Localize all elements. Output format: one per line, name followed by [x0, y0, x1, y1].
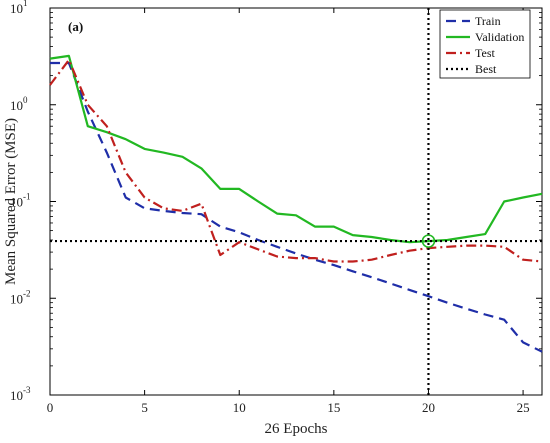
- y-tick-base: 10: [10, 1, 23, 16]
- y-tick-label: 100: [10, 95, 28, 113]
- series-test-line: [49, 58, 543, 263]
- y-tick-base: 10: [10, 195, 23, 210]
- panel-label: (a): [68, 19, 83, 34]
- legend-entries: Train Validation Test Best: [446, 14, 524, 76]
- y-tick-exponent: -3: [23, 385, 31, 395]
- y-tick-base: 10: [10, 388, 23, 403]
- legend-best-label: Best: [475, 62, 497, 76]
- legend-validation-label: Validation: [475, 30, 524, 44]
- y-tick-base: 10: [10, 291, 23, 306]
- x-tick-label: 0: [47, 400, 54, 415]
- x-axis-ticks: 0 5 10 15 20 25: [47, 8, 530, 415]
- series-validation-line: [49, 54, 543, 244]
- x-tick-label: 15: [327, 400, 340, 415]
- best-point-marker: [421, 234, 436, 248]
- y-tick-label: 10-2: [10, 288, 31, 306]
- y-tick-exponent: 0: [23, 95, 28, 105]
- y-tick-label: 101: [10, 0, 28, 16]
- x-tick-label: 5: [141, 400, 148, 415]
- y-tick-exponent: 1: [23, 0, 28, 8]
- y-axis-label: Mean Squared Error (MSE): [3, 118, 19, 285]
- series-layer: [49, 54, 543, 353]
- x-axis-label: 26 Epochs: [265, 421, 328, 437]
- best-markers: [50, 8, 542, 395]
- y-tick-label: 10-3: [10, 385, 31, 403]
- legend-train-label: Train: [475, 14, 501, 28]
- legend: Train Validation Test Best: [439, 9, 531, 79]
- series-train-line: [50, 61, 543, 353]
- x-tick-label: 20: [422, 400, 435, 415]
- y-tick-label: 10-1: [10, 192, 31, 210]
- x-tick-label: 10: [233, 400, 246, 415]
- y-tick-base: 10: [10, 98, 23, 113]
- y-tick-exponent: -1: [23, 192, 31, 202]
- y-tick-exponent: -2: [23, 288, 31, 298]
- x-tick-label: 25: [517, 400, 530, 415]
- legend-test-label: Test: [475, 46, 495, 60]
